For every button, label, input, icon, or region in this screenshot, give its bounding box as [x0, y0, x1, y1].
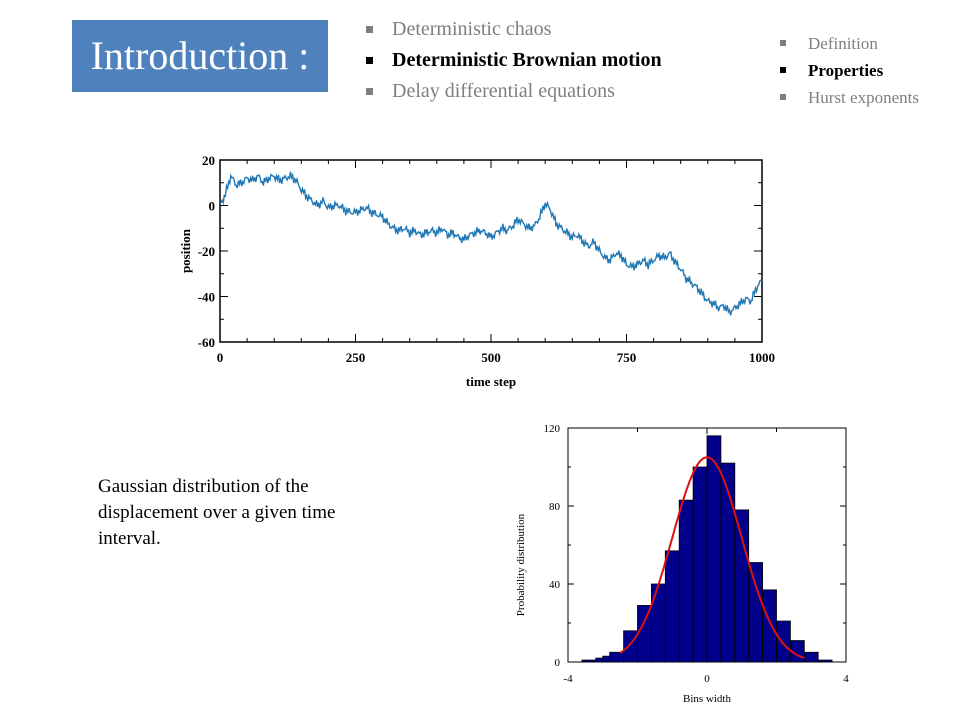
y-tick-label: -40: [198, 290, 215, 305]
slide-caption: Gaussian distribution of the displacemen…: [98, 476, 336, 549]
histogram-bar: [776, 620, 791, 663]
x-tick-label: -4: [563, 673, 573, 685]
histogram-bar: [803, 651, 819, 663]
subtopic-list: Definition Properties Hurst exponents: [780, 30, 919, 111]
histogram-bar: [664, 550, 680, 663]
subtopic-item: Hurst exponents: [780, 84, 919, 111]
x-tick-label: 0: [217, 350, 224, 365]
gaussian-fit-curve: [619, 456, 805, 659]
y-tick-label: 0: [209, 199, 216, 214]
histogram-bar: [678, 499, 694, 663]
trajectory-plot-frame: [219, 159, 763, 343]
x-tick-label: 750: [617, 350, 637, 365]
subtopic-item: Definition: [780, 30, 919, 57]
topic-list: Deterministic chaos Deterministic Brownia…: [366, 14, 662, 107]
trajectory-line: [219, 171, 763, 316]
topic-label: Delay differential equations: [392, 80, 615, 102]
histogram-bar: [692, 466, 708, 663]
bullet-square-icon: [780, 94, 786, 100]
histogram-bar: [734, 509, 750, 663]
y-tick-label: 80: [549, 501, 561, 513]
bullet-square-icon: [780, 67, 786, 73]
histogram-bar: [581, 659, 597, 663]
x-axis-label: time step: [466, 374, 516, 389]
x-tick-label: 1000: [749, 350, 775, 365]
subtopic-label: Definition: [808, 34, 878, 53]
topic-item: Deterministic chaos: [366, 14, 662, 45]
topic-label: Deterministic Brownian motion: [392, 49, 662, 71]
y-tick-label: 0: [555, 657, 561, 669]
topic-item: Delay differential equations: [366, 76, 662, 107]
y-tick-label: 120: [544, 423, 561, 435]
y-tick-label: 20: [202, 153, 215, 168]
bullet-square-icon: [366, 57, 373, 64]
y-axis-label: position: [178, 228, 193, 273]
topic-label: Deterministic chaos: [392, 18, 552, 40]
y-tick-label: 40: [549, 579, 561, 591]
histogram-bar: [748, 562, 764, 663]
subtopic-item: Properties: [780, 57, 919, 84]
x-axis-label: Bins width: [683, 693, 731, 705]
subtopic-label: Properties: [808, 61, 884, 80]
x-tick-label: 4: [843, 673, 849, 685]
x-tick-label: 500: [481, 350, 501, 365]
bullet-square-icon: [780, 40, 786, 46]
topic-item: Deterministic Brownian motion: [366, 45, 662, 76]
histogram-bar: [637, 605, 652, 663]
y-tick-label: -20: [198, 244, 215, 259]
histogram-bar: [762, 589, 777, 663]
bullet-square-icon: [366, 26, 373, 33]
y-tick-label: -60: [198, 335, 215, 350]
histogram-bar: [817, 659, 833, 663]
y-axis-label: Probability distribution: [515, 513, 527, 616]
histogram-bar: [623, 630, 638, 663]
slide-title: Introduction :: [72, 20, 328, 92]
subtopic-label: Hurst exponents: [808, 88, 919, 107]
histogram-bar: [651, 583, 666, 663]
bullet-square-icon: [366, 88, 373, 95]
x-tick-label: 0: [704, 673, 710, 685]
x-tick-label: 250: [346, 350, 366, 365]
histogram-bar: [609, 651, 625, 663]
